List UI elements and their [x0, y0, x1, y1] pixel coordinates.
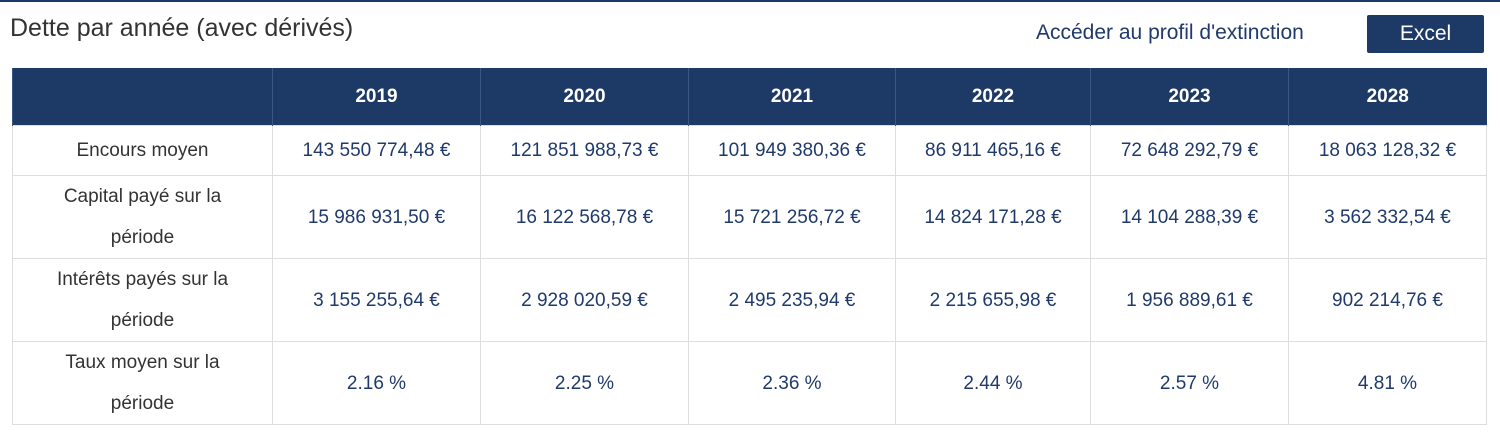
header-row: 2019 2020 2021 2022 2023 2028 — [12, 68, 1487, 126]
table-row: Intérêts payés sur la période 3 155 255,6… — [12, 258, 1487, 342]
year-header: 2023 — [1090, 68, 1289, 126]
value-cell: 2.44 % — [895, 341, 1091, 425]
value-cell: 2.57 % — [1090, 341, 1289, 425]
row-label-cell: Taux moyen sur la période — [12, 341, 273, 425]
value-cell: 143 550 774,48 € — [272, 125, 481, 176]
value-cell: 3 562 332,54 € — [1288, 175, 1487, 259]
value-cell: 2.16 % — [272, 341, 481, 425]
debt-table: 2019 2020 2021 2022 2023 2028 Encours moyen 14… — [12, 68, 1487, 425]
value-cell: 15 721 256,72 € — [688, 175, 896, 259]
value-cell: 2 495 235,94 € — [688, 258, 896, 342]
value-cell: 15 986 931,50 € — [272, 175, 481, 259]
value-cell: 902 214,76 € — [1288, 258, 1487, 342]
row-label-cell: Encours moyen — [12, 125, 273, 176]
section-title: Dette par année (avec dérivés) — [10, 14, 354, 42]
value-cell: 14 104 288,39 € — [1090, 175, 1289, 259]
value-cell: 86 911 465,16 € — [895, 125, 1091, 176]
value-cell: 2 928 020,59 € — [480, 258, 689, 342]
value-cell: 1 956 889,61 € — [1090, 258, 1289, 342]
row-label: Taux moyen sur la période — [65, 352, 220, 414]
year-header: 2019 — [272, 68, 481, 126]
value-cell: 121 851 988,73 € — [480, 125, 689, 176]
table-row: Encours moyen 143 550 774,48 €121 851 988… — [12, 125, 1487, 176]
row-label: Intérêts payés sur la période — [56, 269, 229, 331]
row-label: Encours moyen — [76, 140, 209, 161]
table-row: Taux moyen sur la période 2.16 % 2.25 % 2.3… — [12, 341, 1487, 425]
table-row: Capital payé sur la période 15 986 931,50… — [12, 175, 1487, 259]
year-header: 2020 — [480, 68, 689, 126]
row-label-cell: Intérêts payés sur la période — [12, 258, 273, 342]
row-label: Capital payé sur la période — [63, 186, 222, 248]
value-cell: 18 063 128,32 € — [1288, 125, 1487, 176]
table-body: Encours moyen 143 550 774,48 €121 851 988… — [12, 125, 1487, 425]
value-cell: 2.25 % — [480, 341, 689, 425]
header-corner — [12, 68, 273, 126]
value-cell: 2.36 % — [688, 341, 896, 425]
excel-button[interactable]: Excel — [1367, 15, 1484, 53]
year-header: 2022 — [895, 68, 1091, 126]
top-border — [0, 0, 1500, 2]
row-label-cell: Capital payé sur la période — [12, 175, 273, 259]
value-cell: 72 648 292,79 € — [1090, 125, 1289, 176]
year-header: 2028 — [1288, 68, 1487, 126]
year-header: 2021 — [688, 68, 896, 126]
extinction-link[interactable]: Accéder au profil d'extinction — [1036, 21, 1304, 44]
value-cell: 16 122 568,78 € — [480, 175, 689, 259]
value-cell: 101 949 380,36 € — [688, 125, 896, 176]
value-cell: 14 824 171,28 € — [895, 175, 1091, 259]
value-cell: 4.81 % — [1288, 341, 1487, 425]
value-cell: 3 155 255,64 € — [272, 258, 481, 342]
value-cell: 2 215 655,98 € — [895, 258, 1091, 342]
